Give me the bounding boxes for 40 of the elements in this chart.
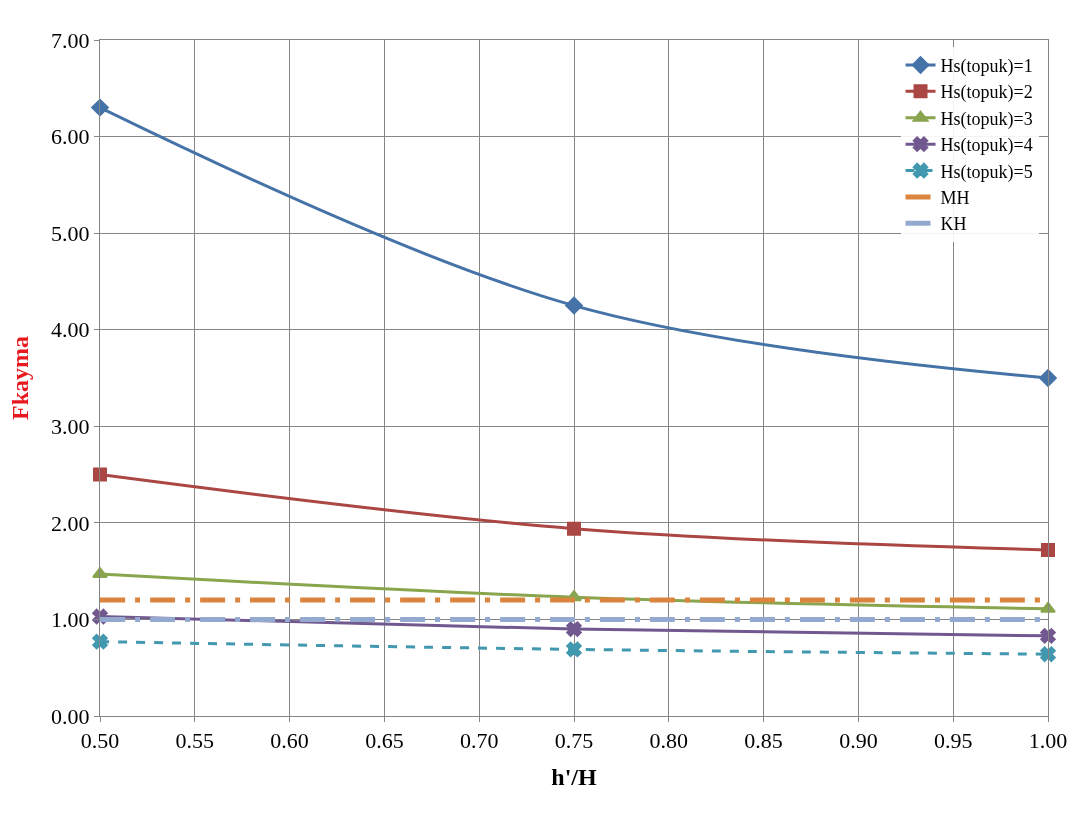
x-axis-title: h'/H [551,763,597,790]
x-tick-label: 0.55 [175,728,215,754]
legend-label: Hs(topuk)=1 [940,55,1033,77]
legend-label: Hs(topuk)=2 [940,82,1033,104]
point [1039,369,1057,387]
point [93,467,107,482]
legend-label: KH [940,214,967,235]
legend-label: Hs(topuk)=3 [940,108,1033,130]
legend-label: Hs(topuk)=4 [940,135,1033,157]
point [1040,601,1056,613]
legend-label: MH [940,187,970,208]
y-tick-label: 5.00 [51,220,90,246]
y-tick-label: 0.00 [51,703,90,729]
x-tick-label: 1.00 [1028,728,1068,754]
y-tick-label: 7.00 [51,27,90,53]
legend-label: Hs(topuk)=5 [940,161,1033,183]
point [566,621,582,637]
y-axis-title: Fkayma [7,336,34,420]
point [92,633,108,650]
y-tick-label: 3.00 [51,413,90,439]
y-tick-label: 2.00 [51,510,90,536]
y-tick-label: 6.00 [51,124,90,150]
point [1040,646,1056,662]
point [1040,628,1056,644]
point [1041,542,1055,557]
point [567,521,581,536]
x-tick-label: 0.90 [839,728,878,754]
x-tick-label: 0.75 [554,728,594,754]
x-tick-label: 0.65 [365,728,404,754]
x-tick-label: 0.70 [459,728,499,754]
x-tick-label: 0.50 [80,728,120,754]
x-tick-label: 0.95 [933,728,973,754]
x-tick-label: 0.60 [270,728,309,754]
point [92,567,108,579]
x-tick-label: 0.80 [649,728,689,754]
y-tick-label: 4.00 [51,317,90,343]
point [566,641,582,658]
x-tick-label: 0.85 [744,728,783,754]
point [565,296,583,315]
y-tick-label: 1.00 [51,607,90,633]
